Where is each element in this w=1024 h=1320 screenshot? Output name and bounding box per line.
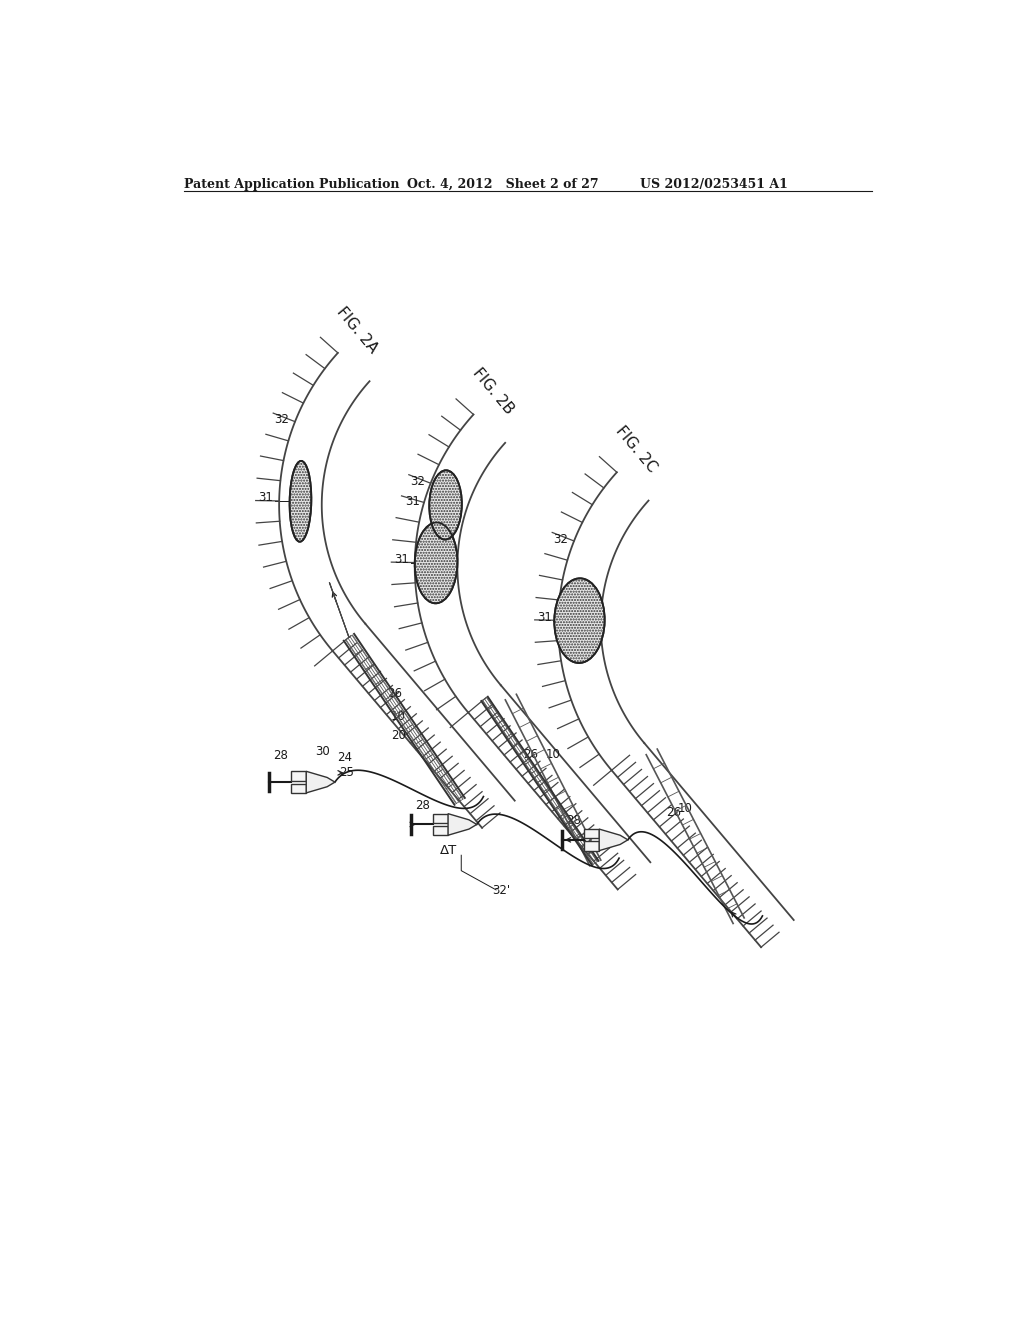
Text: 24: 24 bbox=[337, 751, 352, 763]
Text: 10: 10 bbox=[546, 748, 561, 762]
Text: 32': 32' bbox=[493, 884, 510, 896]
Text: Patent Application Publication: Patent Application Publication bbox=[183, 178, 399, 190]
Text: FIG. 2A: FIG. 2A bbox=[334, 304, 381, 355]
Text: US 2012/0253451 A1: US 2012/0253451 A1 bbox=[640, 178, 787, 190]
Text: 31: 31 bbox=[394, 553, 409, 566]
Text: 26: 26 bbox=[667, 807, 681, 818]
Ellipse shape bbox=[290, 461, 311, 541]
Bar bbox=[432, 826, 449, 836]
Text: 26: 26 bbox=[387, 686, 402, 700]
Text: 30: 30 bbox=[315, 746, 331, 758]
Bar bbox=[291, 771, 306, 780]
Text: 10: 10 bbox=[678, 803, 692, 814]
Text: 32: 32 bbox=[274, 413, 290, 426]
Text: ΔT: ΔT bbox=[440, 843, 458, 857]
Text: 28: 28 bbox=[566, 814, 581, 828]
Polygon shape bbox=[449, 813, 477, 836]
Text: 31: 31 bbox=[538, 611, 552, 623]
Text: 31: 31 bbox=[406, 495, 421, 508]
Text: FIG. 2C: FIG. 2C bbox=[612, 424, 659, 475]
Ellipse shape bbox=[415, 523, 458, 603]
Ellipse shape bbox=[554, 578, 604, 663]
Text: 31: 31 bbox=[258, 491, 273, 504]
Text: 10: 10 bbox=[391, 710, 406, 722]
Polygon shape bbox=[306, 771, 335, 793]
Text: 28: 28 bbox=[415, 799, 430, 812]
Text: 26: 26 bbox=[523, 748, 538, 762]
Bar bbox=[584, 829, 599, 838]
Bar bbox=[432, 813, 449, 822]
Text: 28: 28 bbox=[273, 748, 288, 762]
Polygon shape bbox=[599, 829, 628, 850]
Bar bbox=[291, 784, 306, 793]
Text: 20: 20 bbox=[391, 729, 406, 742]
Text: Oct. 4, 2012   Sheet 2 of 27: Oct. 4, 2012 Sheet 2 of 27 bbox=[407, 178, 599, 190]
Text: 32: 32 bbox=[554, 532, 568, 545]
Text: 25: 25 bbox=[339, 766, 353, 779]
Text: FIG. 2B: FIG. 2B bbox=[469, 366, 516, 417]
Ellipse shape bbox=[429, 470, 462, 540]
Bar bbox=[584, 841, 599, 850]
Text: 32: 32 bbox=[411, 475, 425, 488]
